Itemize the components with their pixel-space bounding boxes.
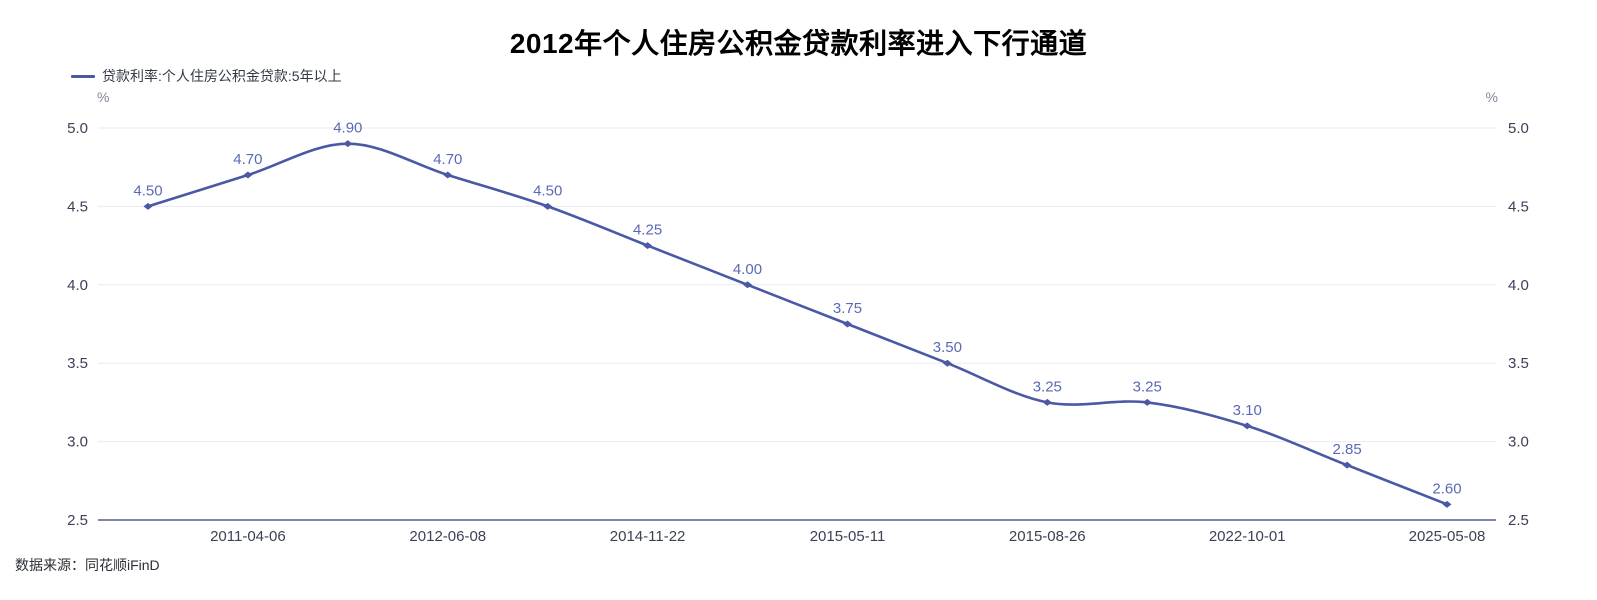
chart-title: 2012年个人住房公积金贷款利率进入下行通道 (509, 28, 1088, 59)
y-axis-unit-left: % (97, 89, 110, 105)
legend-label: 贷款利率:个人住房公积金贷款:5年以上 (102, 68, 342, 84)
data-point-label: 2.60 (1432, 480, 1461, 497)
data-point-label: 3.25 (1133, 378, 1162, 395)
data-point-label: 4.70 (433, 151, 462, 168)
data-point-marker (343, 140, 353, 148)
series-line (146, 142, 1449, 506)
data-point-label: 4.70 (233, 151, 262, 168)
legend-line-marker (71, 74, 95, 78)
legend-item-loan-rate[interactable]: 贷款利率:个人住房公积金贷款:5年以上 (71, 66, 342, 86)
legend: 贷款利率:个人住房公积金贷款:5年以上 (71, 66, 342, 86)
y-axis-unit-right: % (1485, 89, 1498, 105)
data-source: 数据来源：同花顺iFinD (15, 557, 160, 573)
x-tick-label: 2022-10-01 (1209, 528, 1286, 545)
data-point-label: 4.00 (733, 261, 762, 278)
y-tick-label-left: 4.0 (67, 277, 88, 294)
data-point-marker (1442, 500, 1452, 508)
data-point-marker (643, 242, 653, 250)
data-point-label: 3.75 (833, 300, 862, 317)
x-tick-label: 2025-05-08 (1409, 528, 1486, 545)
y-tick-label-left: 3.5 (67, 355, 88, 372)
y-tick-label-right: 4.5 (1508, 198, 1529, 215)
data-point-marker (143, 202, 153, 210)
data-point-marker (942, 359, 952, 367)
data-point-label: 4.50 (533, 182, 562, 199)
data-point-marker (1342, 461, 1352, 469)
data-point-marker (1242, 422, 1252, 430)
data-point-marker (842, 320, 852, 328)
y-tick-label-left: 5.0 (67, 120, 88, 137)
data-point-label: 3.50 (933, 339, 962, 356)
y-tick-label-left: 2.5 (67, 512, 88, 529)
data-point-label: 4.90 (333, 120, 362, 137)
data-point-marker (543, 202, 553, 210)
y-tick-label-left: 3.0 (67, 434, 88, 451)
y-tick-label-left: 4.5 (67, 198, 88, 215)
data-point-label: 4.50 (133, 182, 162, 199)
data-point-label: 4.25 (633, 222, 662, 239)
y-tick-label-right: 4.0 (1508, 277, 1529, 294)
x-tick-label: 2015-08-26 (1009, 528, 1086, 545)
data-point-label: 3.25 (1033, 378, 1062, 395)
data-point-marker (443, 171, 453, 179)
data-point-label: 2.85 (1332, 441, 1361, 458)
data-point-marker (1142, 398, 1152, 406)
data-point-label: 3.10 (1233, 402, 1262, 419)
x-tick-label: 2014-11-22 (610, 528, 686, 545)
x-tick-label: 2011-04-06 (210, 528, 286, 545)
y-tick-label-right: 3.0 (1508, 434, 1529, 451)
data-point-marker (243, 171, 253, 179)
y-tick-label-right: 2.5 (1508, 512, 1529, 529)
y-tick-label-right: 5.0 (1508, 120, 1529, 137)
x-tick-label: 2015-05-11 (810, 528, 886, 545)
data-point-marker (1042, 398, 1052, 406)
x-tick-label: 2012-06-08 (409, 528, 486, 545)
data-point-marker (743, 281, 753, 289)
y-tick-label-right: 3.5 (1508, 355, 1529, 372)
